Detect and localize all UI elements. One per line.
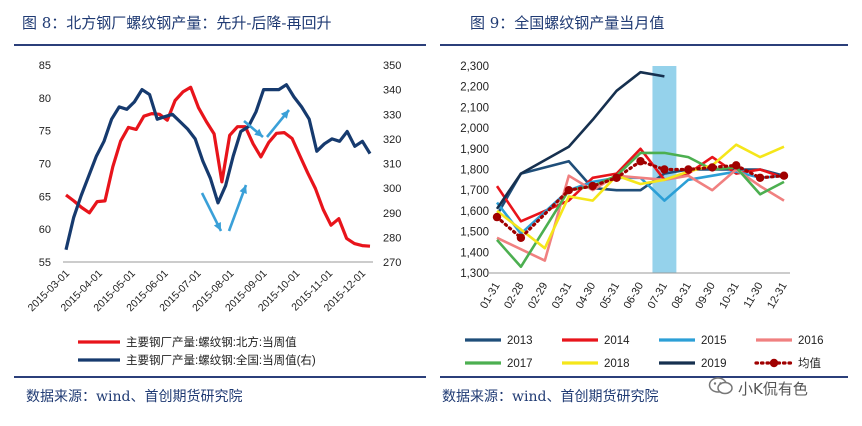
- y-tick-label: 2,200: [460, 82, 489, 94]
- right-y-tick-label: 290: [383, 208, 401, 220]
- legend-label: 2015: [701, 335, 727, 347]
- x-tick-label: 09-30: [693, 281, 717, 311]
- y-tick-label: 1,300: [460, 268, 489, 280]
- x-tick-label: 11-30: [742, 281, 766, 311]
- right-y-tick-label: 350: [383, 60, 401, 72]
- right-y-tick-label: 330: [383, 109, 401, 121]
- legend-marker: [769, 358, 779, 368]
- series-line-national: [64, 83, 372, 251]
- left-y-tick-label: 55: [39, 257, 51, 269]
- watermark-text: 小K侃有色: [738, 379, 808, 398]
- annotation-arrowhead: [239, 185, 247, 194]
- right-y-tick-label: 320: [383, 134, 401, 146]
- x-tick-label: 05-31: [598, 281, 622, 311]
- y-tick-label: 2,000: [460, 123, 489, 135]
- series-line-2019: [495, 70, 665, 210]
- annotation-arrow: [227, 184, 248, 232]
- right-y-tick-label: 270: [383, 257, 401, 269]
- x-tick-label: 04-30: [574, 281, 598, 311]
- series-line-north: [65, 85, 371, 248]
- left-y-tick-label: 60: [39, 224, 51, 236]
- left-y-tick-label: 70: [39, 159, 51, 171]
- right-y-tick-label: 280: [383, 232, 401, 244]
- y-tick-label: 1,600: [460, 206, 489, 218]
- x-tick-label: 12-31: [765, 281, 789, 311]
- legend-label: 2013: [507, 335, 533, 347]
- x-tick-label: 02-28: [502, 281, 526, 311]
- y-tick-label: 1,500: [460, 227, 489, 239]
- series-point-均值: [684, 165, 693, 174]
- left-y-tick-label: 75: [39, 126, 51, 138]
- left-y-tick-label: 80: [39, 93, 51, 105]
- series-point-均值: [516, 233, 526, 243]
- series-line-均值: [495, 159, 786, 240]
- left-panel-source: 数据来源：wind、首创期货研究院: [26, 389, 243, 405]
- series-point-均值: [660, 165, 669, 174]
- y-tick-label: 1,700: [460, 185, 489, 197]
- left-panel-header: [14, 0, 426, 46]
- y-tick-label: 2,100: [460, 102, 489, 114]
- annotation-arrowhead: [213, 222, 221, 231]
- y-tick-label: 1,800: [460, 165, 489, 177]
- watermark: 小K侃有色: [708, 374, 808, 402]
- series-point-均值: [564, 186, 573, 195]
- y-tick-label: 1,900: [460, 144, 489, 156]
- right-y-tick-label: 340: [383, 85, 401, 97]
- legend-label: 2018: [604, 358, 630, 370]
- left-panel-footer: [14, 376, 426, 418]
- x-tick-label: 10-31: [717, 281, 741, 311]
- right-panel-header: [440, 0, 848, 46]
- left-y-tick-label: 65: [39, 191, 51, 203]
- annotation-arrowhead: [280, 110, 289, 119]
- right-y-tick-label: 310: [383, 159, 401, 171]
- series-point-均值: [612, 173, 621, 182]
- wechat-bubble-icon: [708, 376, 734, 400]
- x-tick-label: 07-31: [646, 281, 670, 311]
- series-point-均值: [636, 157, 645, 166]
- x-tick-label: 01-31: [478, 281, 502, 311]
- series-point-均值: [755, 173, 765, 182]
- series-line-2015: [495, 170, 785, 235]
- legend-label: 主要钢厂产量:螺纹钢:全国:当周值(右): [126, 353, 316, 367]
- legend-label: 2017: [507, 358, 533, 370]
- legend-label: 2016: [798, 335, 824, 347]
- annotation-arrowhead: [254, 128, 263, 137]
- left-y-tick-label: 85: [39, 60, 51, 72]
- y-tick-label: 1,400: [460, 247, 489, 259]
- national-rebar-monthly-chart: 1,300 1,400 1,500 1,600 1,700 1,800 1,900 2,000…: [460, 61, 824, 370]
- right-panel-footer: [440, 376, 848, 418]
- series-point-均值: [779, 171, 789, 180]
- series-line-2018: [496, 143, 785, 250]
- x-tick-label: 06-30: [622, 281, 646, 311]
- legend-label: 2019: [701, 358, 727, 370]
- legend-label: 均值: [798, 357, 821, 370]
- series-point-均值: [708, 163, 717, 172]
- series-point-均值: [588, 181, 597, 191]
- right-panel-title: 图 9：全国螺纹钢产量当月值: [470, 14, 665, 32]
- x-tick-label: 08-31: [669, 281, 693, 311]
- right-panel-source: 数据来源：wind、首创期货研究院: [442, 389, 659, 405]
- legend-label: 2014: [604, 335, 630, 347]
- series-line-2017: [496, 151, 785, 269]
- legend-label: 主要钢厂产量:螺纹钢:北方:当周值: [126, 335, 297, 349]
- y-tick-label: 2,300: [460, 61, 489, 73]
- x-tick-label: 02-29: [526, 281, 550, 311]
- series-point-均值: [731, 161, 741, 170]
- northern-rebar-weekly-chart: 55 60 65 70 75 80 85 270 280 290 300 310 320 330 340 35…: [26, 60, 402, 367]
- right-y-tick-label: 300: [383, 183, 401, 195]
- series-point-均值: [492, 212, 502, 222]
- x-tick-label: 03-31: [550, 281, 574, 311]
- left-panel-title: 图 8：北方钢厂螺纹钢产量：先升-后降-再回升: [22, 14, 332, 32]
